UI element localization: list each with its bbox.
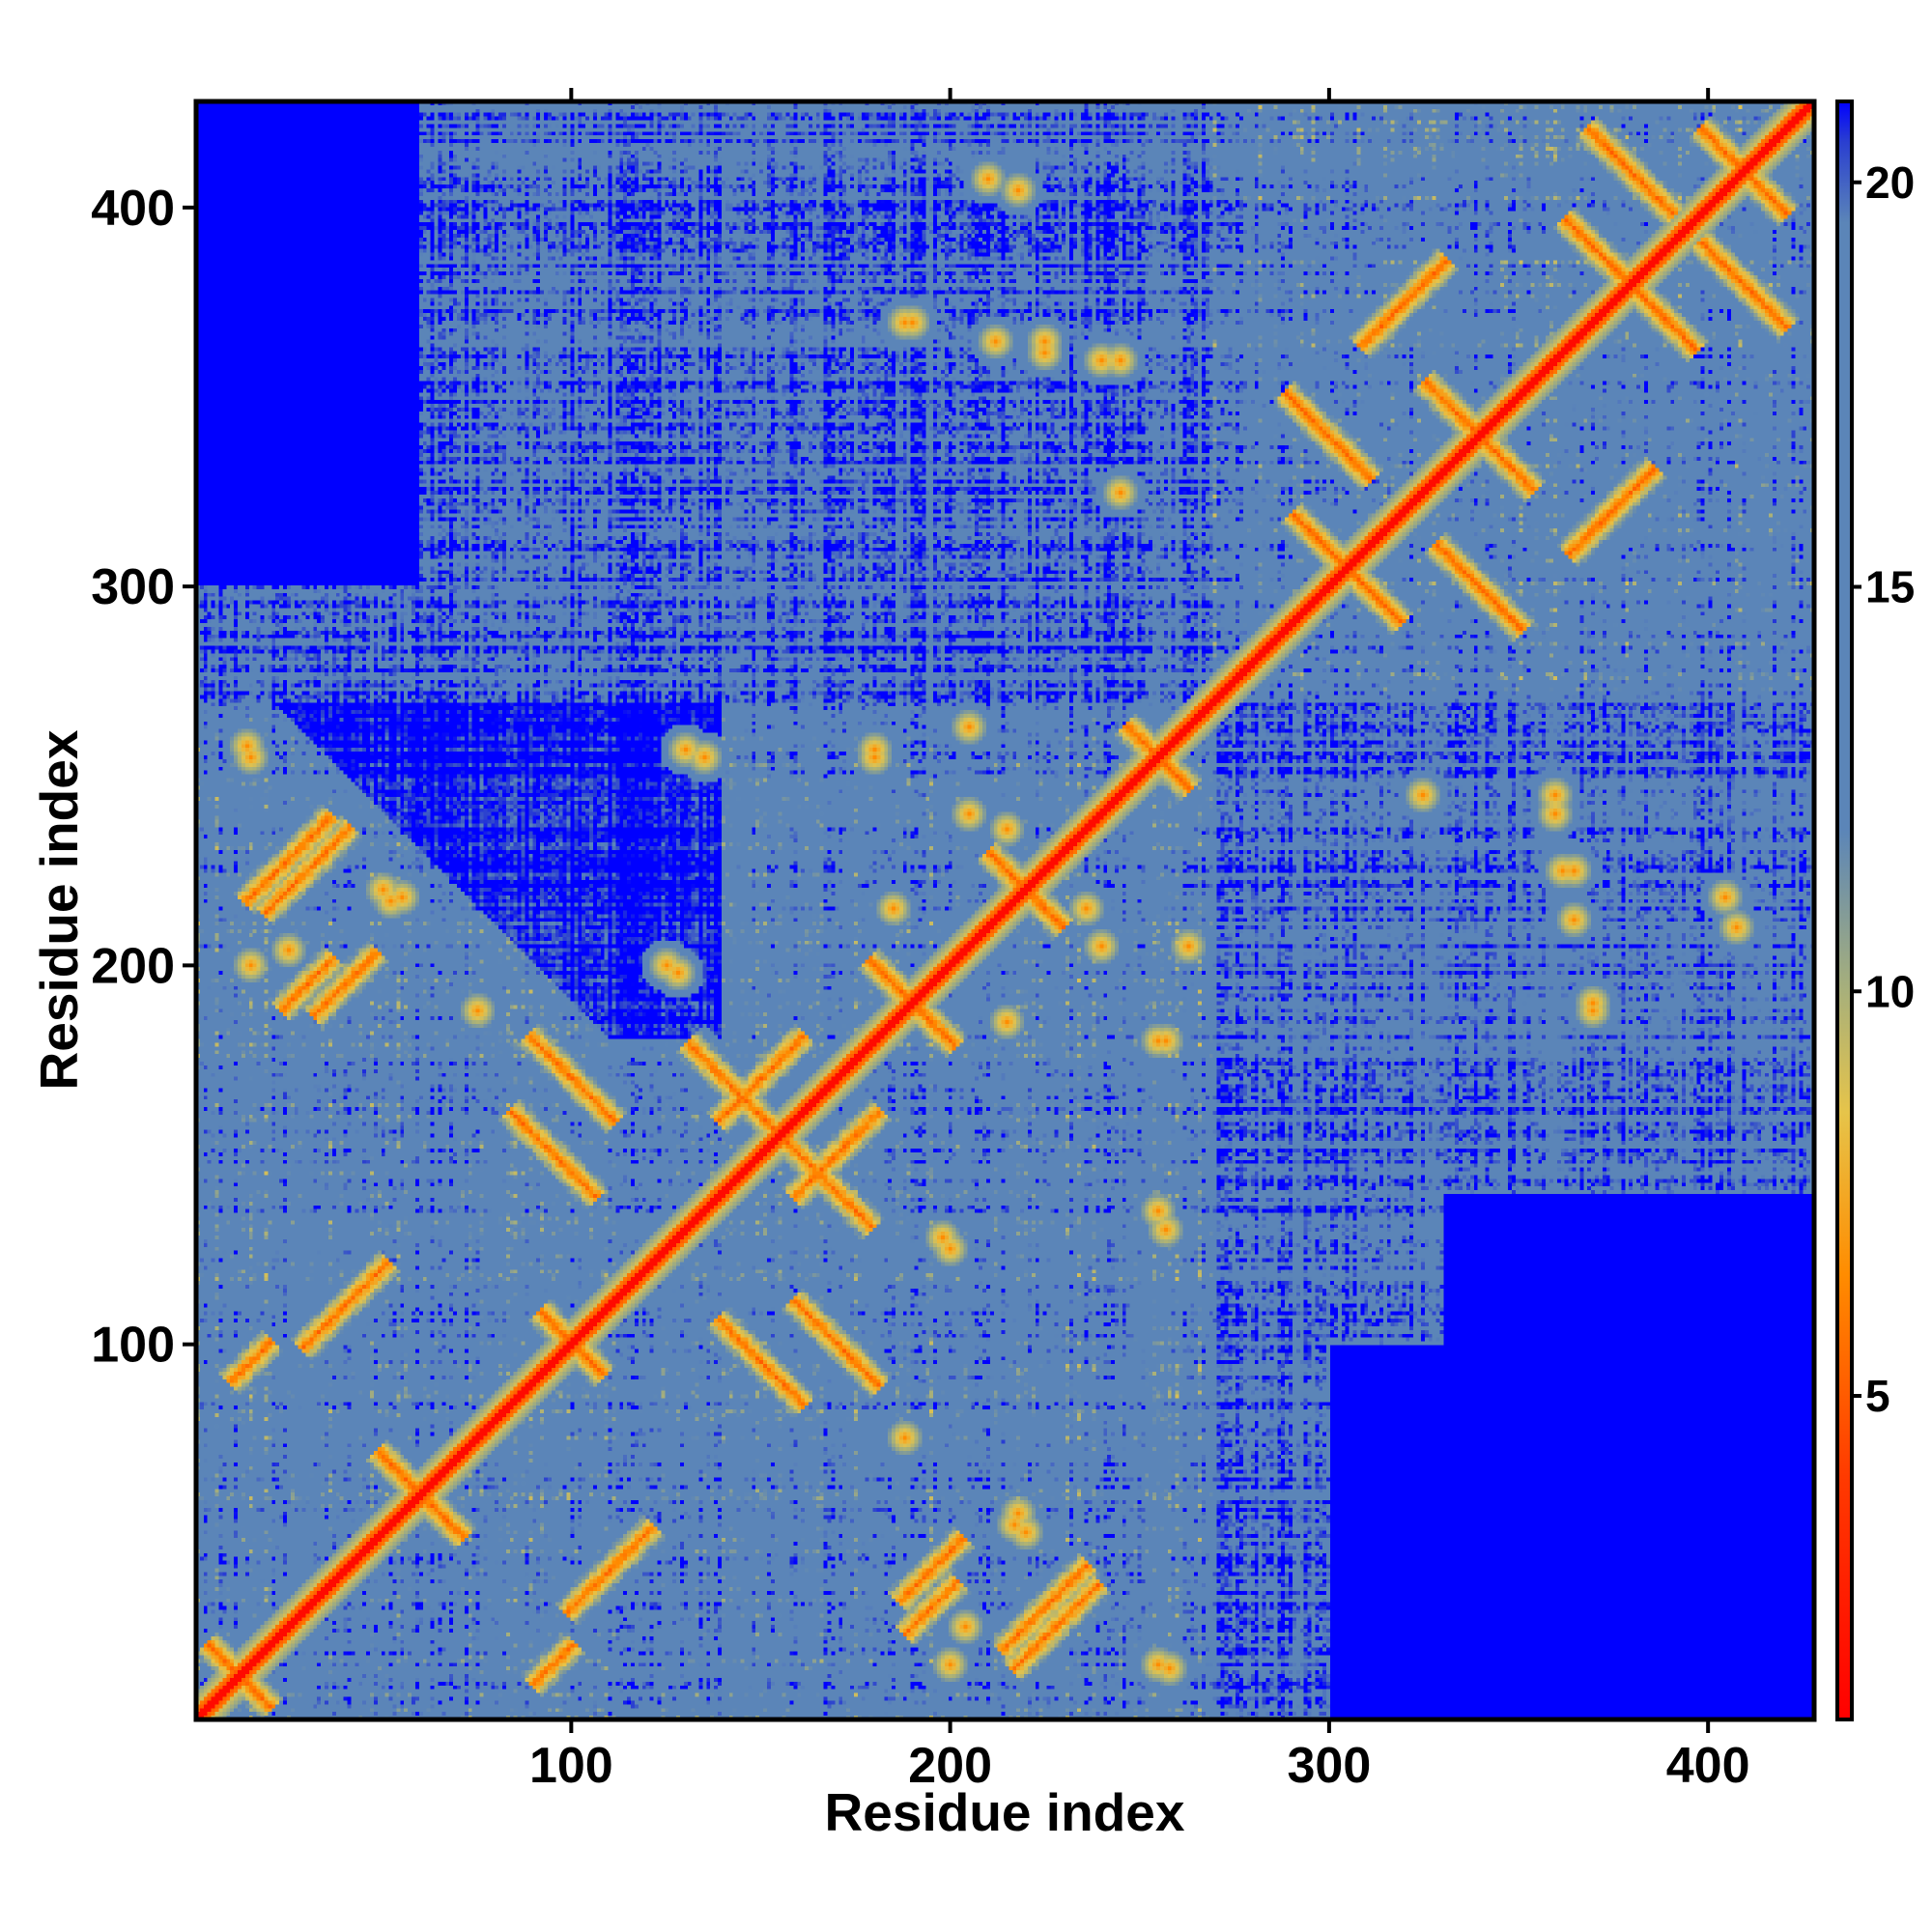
- colorbar-tick-label: 15: [1865, 562, 1915, 612]
- plot-frame: [193, 99, 1817, 1722]
- x-tick-label: 300: [1288, 1738, 1372, 1794]
- heatmap-plot-area: [193, 99, 1817, 1722]
- x-tick-label: 400: [1666, 1738, 1750, 1794]
- y-tick-label: 200: [91, 938, 175, 994]
- colorbar-tick-label: 20: [1865, 157, 1915, 208]
- x-tick-label: 200: [908, 1738, 992, 1794]
- distance-heatmap: [196, 101, 1814, 1719]
- colorbar-gradient: [1835, 99, 1854, 1721]
- y-tick-label: 100: [91, 1318, 175, 1374]
- x-axis-title: Residue index: [825, 1782, 1185, 1842]
- y-axis: 100 200 300 400: [91, 181, 196, 1374]
- colorbar-ticks: 5 10 15 20: [1852, 157, 1915, 1421]
- colorbar-tick-label: 5: [1865, 1371, 1890, 1421]
- x-tick-label: 100: [529, 1738, 613, 1794]
- x-axis: 100 200 300 400: [529, 88, 1750, 1794]
- y-tick-label: 400: [91, 181, 175, 237]
- colorbar: 5 10 15 20: [1835, 99, 1915, 1721]
- y-tick-label: 300: [91, 559, 175, 615]
- y-axis-title: Residue index: [29, 729, 89, 1090]
- colorbar-tick-label: 10: [1865, 966, 1915, 1016]
